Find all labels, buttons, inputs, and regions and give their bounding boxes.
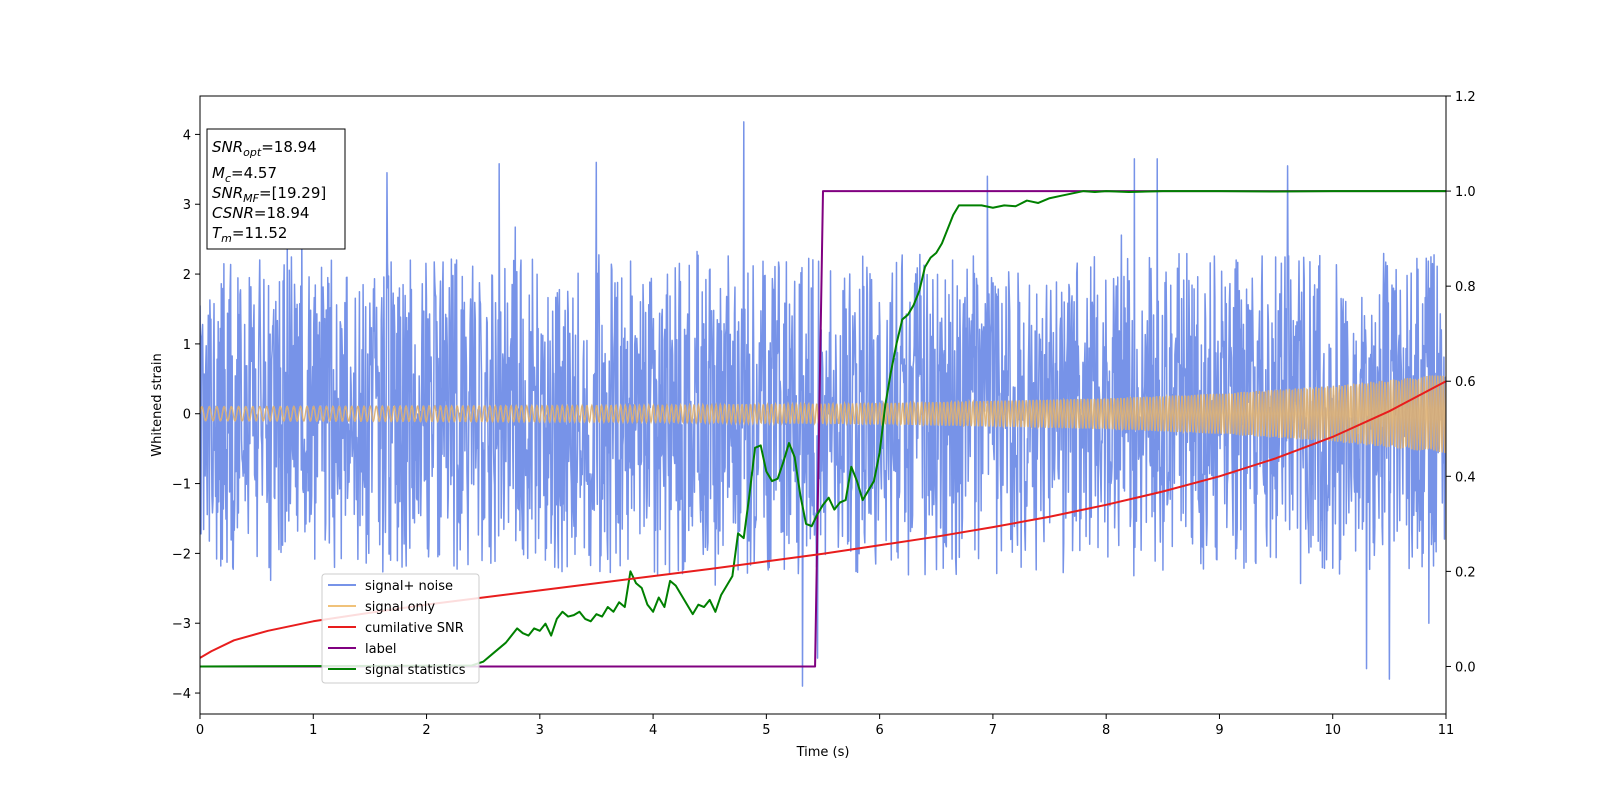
y2-tick-label: 0.4 (1455, 470, 1476, 485)
y-tick-label: −4 (172, 687, 191, 702)
info-tm-name: T (212, 224, 223, 242)
info-snr-mf-value: =[19.29] (259, 184, 326, 202)
legend-label: cumilative SNR (365, 621, 464, 636)
info-snr-mf: SNRMF=[19.29] (212, 184, 326, 205)
y-tick-label: 0 (183, 408, 191, 423)
legend-label: signal+ noise (365, 579, 453, 594)
series-cumilative-snr (200, 380, 1446, 659)
info-tm-value: =11.52 (232, 224, 288, 242)
y2-tick-label: 1.2 (1455, 90, 1476, 105)
x-tick-label: 1 (309, 723, 317, 738)
legend-label: signal only (365, 600, 435, 615)
series-signal-only-shade (200, 375, 1446, 454)
info-mc-value: =4.57 (231, 164, 277, 182)
y-axis-left: −4 −3 −2 −1 0 1 2 3 4 (172, 128, 200, 702)
y2-tick-label: 1.0 (1455, 185, 1476, 200)
info-mc-name: M (212, 164, 225, 182)
x-tick-label: 0 (196, 723, 204, 738)
y2-tick-label: 0.0 (1455, 660, 1476, 675)
info-csnr: CSNR=18.94 (212, 204, 309, 222)
x-tick-label: 10 (1324, 723, 1341, 738)
x-tick-label: 11 (1438, 723, 1455, 738)
info-tm-sub: m (221, 232, 232, 245)
y-tick-label: 4 (183, 128, 191, 143)
legend: signal+ noise signal only cumilative SNR la… (321, 573, 480, 684)
legend-label: signal statistics (365, 663, 466, 678)
legend-frame (321, 573, 480, 684)
series-signal-statistics (200, 190, 1446, 668)
y-tick-label: 1 (183, 338, 191, 353)
x-tick-label: 2 (422, 723, 430, 738)
y-tick-label: 3 (183, 198, 191, 213)
x-axis: 0 1 2 3 4 5 6 7 8 9 10 11 (196, 714, 1454, 738)
legend-label: label (365, 642, 396, 657)
info-tm: Tm=11.52 (212, 224, 287, 245)
x-tick-label: 6 (875, 723, 883, 738)
y-tick-label: −3 (172, 617, 191, 632)
info-snr-opt-name: SNR (212, 138, 243, 156)
info-csnr-value: =18.94 (254, 204, 310, 222)
x-tick-label: 8 (1102, 723, 1110, 738)
y-axis-label: Whitened strain (150, 353, 165, 456)
y-tick-label: −1 (172, 478, 191, 493)
info-mc: Mc=4.57 (212, 164, 277, 185)
info-snr-opt-value: =18.94 (261, 138, 317, 156)
info-snr-opt: SNRopt=18.94 (212, 138, 317, 159)
x-axis-label: Time (s) (796, 745, 850, 760)
info-box: SNRopt=18.94 Mc=4.57 SNRMF=[19.29] CSNR=… (206, 128, 346, 250)
info-csnr-name: CSNR (212, 204, 254, 222)
series-layer (200, 121, 1446, 687)
plot-frame (199, 95, 1447, 715)
y-tick-label: −2 (172, 547, 191, 562)
x-tick-label: 7 (989, 723, 997, 738)
y-axis-right: 0.0 0.2 0.4 0.6 0.8 1.0 1.2 (1446, 90, 1476, 675)
x-tick-label: 4 (649, 723, 657, 738)
info-snr-opt-sub: opt (243, 146, 262, 159)
y2-tick-label: 0.8 (1455, 280, 1476, 295)
x-tick-label: 5 (762, 723, 770, 738)
x-tick-label: 3 (536, 723, 544, 738)
info-mc-sub: c (225, 172, 231, 185)
info-snr-mf-sub: MF (243, 192, 259, 205)
x-tick-label: 9 (1215, 723, 1223, 738)
y2-tick-label: 0.6 (1455, 375, 1476, 390)
y2-tick-label: 0.2 (1455, 565, 1476, 580)
info-snr-mf-name: SNR (212, 184, 243, 202)
info-box-frame (206, 128, 346, 250)
y-tick-label: 2 (183, 268, 191, 283)
